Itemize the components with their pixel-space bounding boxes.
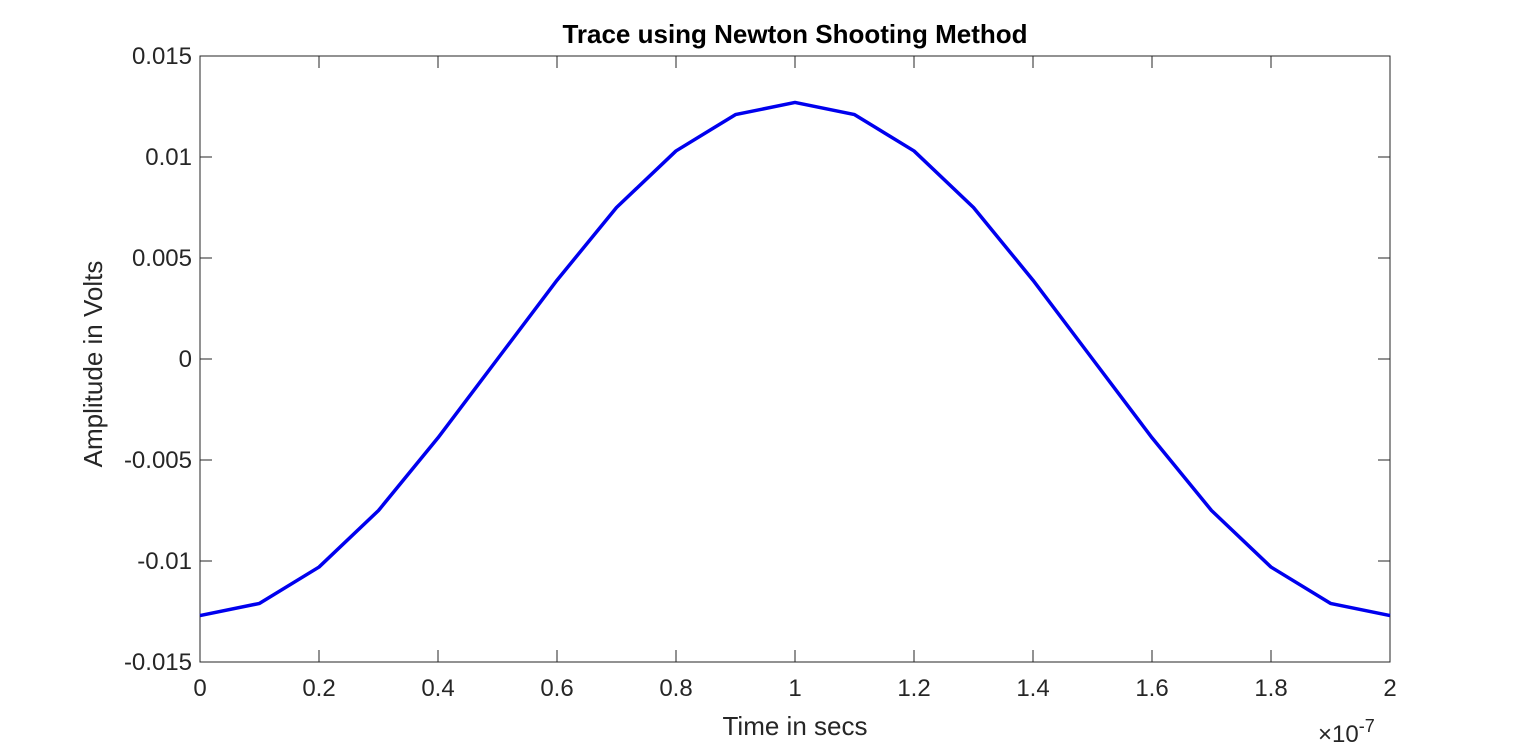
x-tick-label: 1.8 [1254, 675, 1287, 702]
x-tick-label: 2 [1383, 675, 1396, 702]
x-tick-label: 0 [193, 675, 206, 702]
y-tick-label: -0.005 [124, 447, 192, 474]
y-axis-label: Amplitude in Volts [78, 261, 108, 468]
x-exponent-power: -7 [1359, 716, 1375, 736]
x-tick-label: 1.6 [1135, 675, 1168, 702]
chart-title: Trace using Newton Shooting Method [562, 19, 1027, 49]
x-tick-label: 0.6 [540, 675, 573, 702]
y-tick-label: -0.015 [124, 649, 192, 676]
y-tick-label: 0 [179, 346, 192, 373]
x-exponent-label: ×10-7 [1318, 716, 1375, 747]
y-axis-ticks: -0.015 -0.01 -0.005 0 0.005 0.01 0.015 [124, 43, 1390, 676]
x-tick-label: 0.4 [421, 675, 454, 702]
y-tick-label: 0.005 [132, 245, 192, 272]
x-tick-label: 0.2 [302, 675, 335, 702]
y-tick-label: 0.01 [145, 144, 192, 171]
x-tick-label: 0.8 [659, 675, 692, 702]
plot-area [199, 55, 1391, 663]
series-line [199, 100, 1391, 618]
x-exponent-base: ×10 [1318, 721, 1359, 747]
y-tick-label: 0.015 [132, 43, 192, 70]
x-tick-label: 1 [788, 675, 801, 702]
y-tick-label: -0.01 [137, 548, 192, 575]
x-tick-label: 1.4 [1016, 675, 1049, 702]
x-tick-label: 1.2 [897, 675, 930, 702]
x-axis-ticks: 0 0.2 0.4 0.6 0.8 1 1.2 1.4 1.6 1.8 2 [193, 56, 1397, 702]
x-axis-label: Time in secs [723, 711, 868, 741]
